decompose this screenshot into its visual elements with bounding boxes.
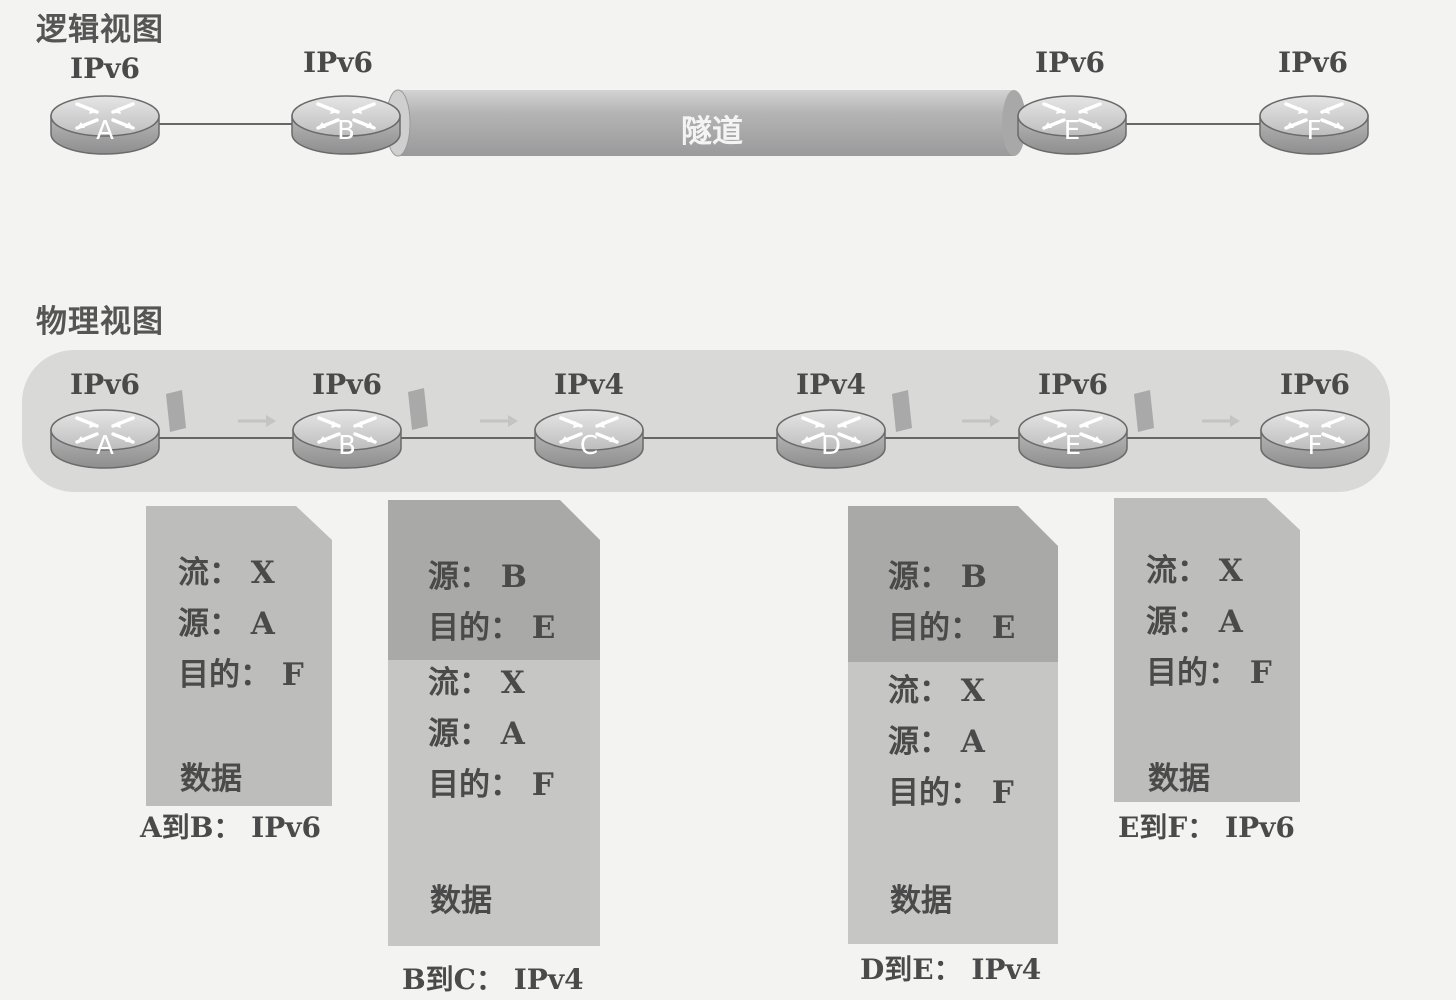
packet-2-source: 源： A [428, 716, 525, 752]
packet-1-payload: 数据 [180, 761, 242, 797]
packet-3-outer-source: 源： B [888, 559, 987, 595]
packet-d-to-e-inner: 流： X 源： A 目的： F [888, 666, 1014, 819]
packet-4-flow: 流： X [1146, 553, 1243, 589]
packet-a-to-b: 流： X 源： A 目的： F [178, 548, 304, 701]
physical-view-title: 物理视图 [36, 304, 164, 340]
packet-3-payload: 数据 [890, 883, 952, 919]
packet-4-destination: 目的： F [1146, 655, 1272, 691]
logical-router-b-label: B [337, 116, 355, 146]
packet-1-caption: A到B： IPv6 [140, 811, 322, 844]
packet-shape-1 [146, 506, 332, 806]
physical-router-b-version: IPv6 [312, 368, 382, 401]
physical-router-b-label: B [338, 431, 356, 461]
packet-b-to-c-outer: 源： B 目的： E [428, 552, 555, 654]
physical-router-c-label: C [579, 431, 599, 461]
physical-router-d-version: IPv4 [796, 368, 866, 401]
packet-4-caption: E到F： IPv6 [1118, 811, 1295, 844]
packet-b-to-c-inner: 流： X 源： A 目的： F [428, 658, 554, 811]
logical-router-a-version: IPv6 [70, 52, 140, 85]
packet-2-flow: 流： X [428, 665, 525, 701]
packet-shape-4 [1114, 498, 1300, 802]
packet-3-flow: 流： X [888, 673, 985, 709]
packet-2-caption: B到C： IPv4 [402, 963, 584, 996]
logical-router-e-version: IPv6 [1035, 46, 1105, 79]
physical-router-f-version: IPv6 [1280, 368, 1350, 401]
packet-shape-3 [848, 506, 1058, 944]
direction-arrows [238, 415, 1240, 427]
logical-router-f-version: IPv6 [1278, 46, 1348, 79]
tunnel-label: 隧道 [681, 114, 743, 150]
packet-4-payload: 数据 [1148, 761, 1210, 797]
physical-router-a-label: A [96, 431, 114, 461]
packet-3-source: 源： A [888, 724, 985, 760]
packet-shape-2 [388, 500, 600, 946]
physical-router-d-label: D [820, 431, 842, 461]
packet-2-outer-destination: 目的： E [428, 610, 556, 646]
packet-4-source: 源： A [1146, 604, 1243, 640]
packet-2-payload: 数据 [430, 883, 492, 919]
logical-router-e-label: E [1063, 116, 1081, 146]
packet-markers [166, 388, 1154, 432]
packet-2-outer-source: 源： B [428, 559, 527, 595]
packet-3-outer-destination: 目的： E [888, 610, 1016, 646]
packet-1-source: 源： A [178, 606, 275, 642]
logical-router-b-version: IPv6 [303, 46, 373, 79]
physical-router-c-version: IPv4 [554, 368, 624, 401]
packet-d-to-e-outer: 源： B 目的： E [888, 552, 1015, 654]
physical-router-e-version: IPv6 [1038, 368, 1108, 401]
packet-1-destination: 目的： F [178, 657, 304, 693]
logical-router-f-label: F [1306, 116, 1322, 146]
physical-router-e-label: E [1064, 431, 1082, 461]
logical-router-a-label: A [96, 116, 114, 146]
packet-3-destination: 目的： F [888, 775, 1014, 811]
packet-3-caption: D到E： IPv4 [860, 953, 1042, 986]
packet-e-to-f: 流： X 源： A 目的： F [1146, 546, 1272, 699]
physical-router-a-version: IPv6 [70, 368, 140, 401]
physical-router-f-label: F [1307, 431, 1323, 461]
packet-2-destination: 目的： F [428, 767, 554, 803]
physical-view-band [22, 350, 1390, 492]
logical-view-title: 逻辑视图 [36, 12, 164, 48]
packet-1-flow: 流： X [178, 555, 275, 591]
